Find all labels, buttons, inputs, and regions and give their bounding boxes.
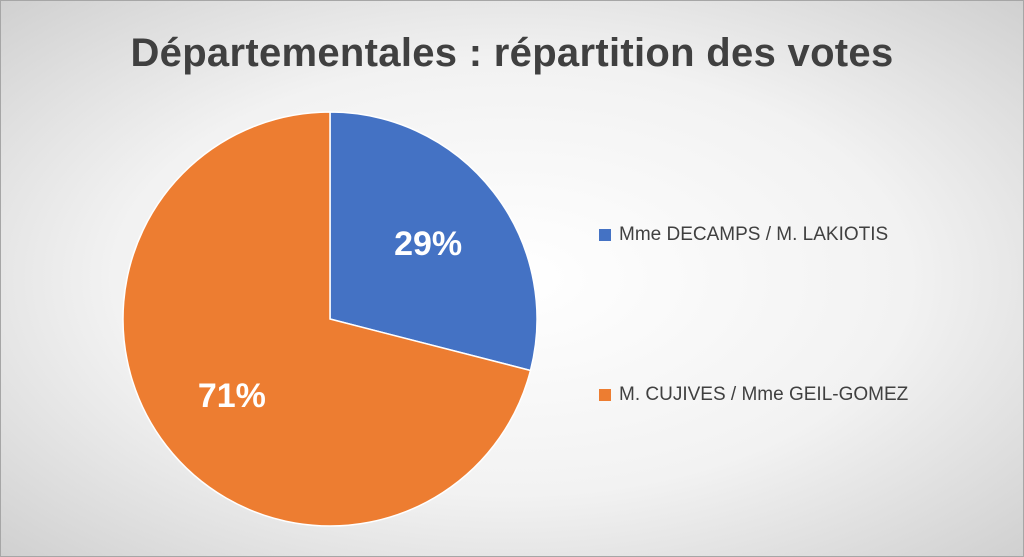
chart-title: Départementales : répartition des votes [130, 31, 894, 75]
legend-swatch-2 [599, 389, 611, 401]
legend-label-1: Mme DECAMPS / M. LAKIOTIS [619, 224, 889, 245]
pie-slice-1 [329, 111, 538, 372]
data-label-2: 71% [198, 377, 266, 415]
legend-entry-1: Mme DECAMPS / M. LAKIOTIS [599, 224, 888, 246]
pie-slice-2 [122, 111, 532, 527]
legend-label-2: M. CUJIVES / Mme GEIL-GOMEZ [619, 384, 909, 405]
legend-swatch-1 [599, 229, 611, 241]
data-label-1: 29% [394, 225, 462, 263]
legend-entry-2: M. CUJIVES / Mme GEIL-GOMEZ [599, 384, 908, 406]
